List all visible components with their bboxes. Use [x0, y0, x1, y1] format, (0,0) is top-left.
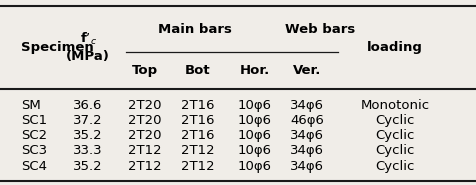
Text: 2T16: 2T16: [181, 114, 214, 127]
Text: 2T12: 2T12: [181, 160, 214, 173]
Text: 2T16: 2T16: [181, 129, 214, 142]
Text: 10φ6: 10φ6: [238, 129, 272, 142]
Text: 34φ6: 34φ6: [290, 160, 324, 173]
Text: Ver.: Ver.: [293, 64, 321, 77]
Text: f’$_c$
(MPa): f’$_c$ (MPa): [66, 31, 110, 63]
Text: 2T16: 2T16: [181, 99, 214, 112]
Text: Cyclic: Cyclic: [376, 160, 415, 173]
Text: Cyclic: Cyclic: [376, 114, 415, 127]
Text: 33.3: 33.3: [73, 144, 103, 157]
Text: 37.2: 37.2: [73, 114, 103, 127]
Text: SC2: SC2: [21, 129, 48, 142]
Text: SC3: SC3: [21, 144, 48, 157]
Text: 10φ6: 10φ6: [238, 114, 272, 127]
Text: 2T12: 2T12: [129, 144, 162, 157]
Text: 2T20: 2T20: [129, 114, 162, 127]
Text: Top: Top: [132, 64, 158, 77]
Text: 46φ6: 46φ6: [290, 114, 324, 127]
Text: Cyclic: Cyclic: [376, 129, 415, 142]
Text: 10φ6: 10φ6: [238, 160, 272, 173]
Text: 34φ6: 34φ6: [290, 144, 324, 157]
Text: Monotonic: Monotonic: [360, 99, 430, 112]
Text: 34φ6: 34φ6: [290, 129, 324, 142]
Text: Bot: Bot: [185, 64, 210, 77]
Text: Hor.: Hor.: [239, 64, 270, 77]
Text: 2T12: 2T12: [181, 144, 214, 157]
Text: 2T20: 2T20: [129, 129, 162, 142]
Text: 2T12: 2T12: [129, 160, 162, 173]
Text: 36.6: 36.6: [73, 99, 103, 112]
Text: 10φ6: 10φ6: [238, 144, 272, 157]
Text: SC1: SC1: [21, 114, 48, 127]
Text: SC4: SC4: [21, 160, 48, 173]
Text: 2T20: 2T20: [129, 99, 162, 112]
Text: loading: loading: [367, 41, 423, 54]
Text: 10φ6: 10φ6: [238, 99, 272, 112]
Text: Main bars: Main bars: [158, 23, 232, 36]
Text: Specimen: Specimen: [21, 41, 94, 54]
Text: SM: SM: [21, 99, 41, 112]
Text: Cyclic: Cyclic: [376, 144, 415, 157]
Text: 35.2: 35.2: [73, 160, 103, 173]
Text: 34φ6: 34φ6: [290, 99, 324, 112]
Text: Web bars: Web bars: [285, 23, 355, 36]
Text: 35.2: 35.2: [73, 129, 103, 142]
